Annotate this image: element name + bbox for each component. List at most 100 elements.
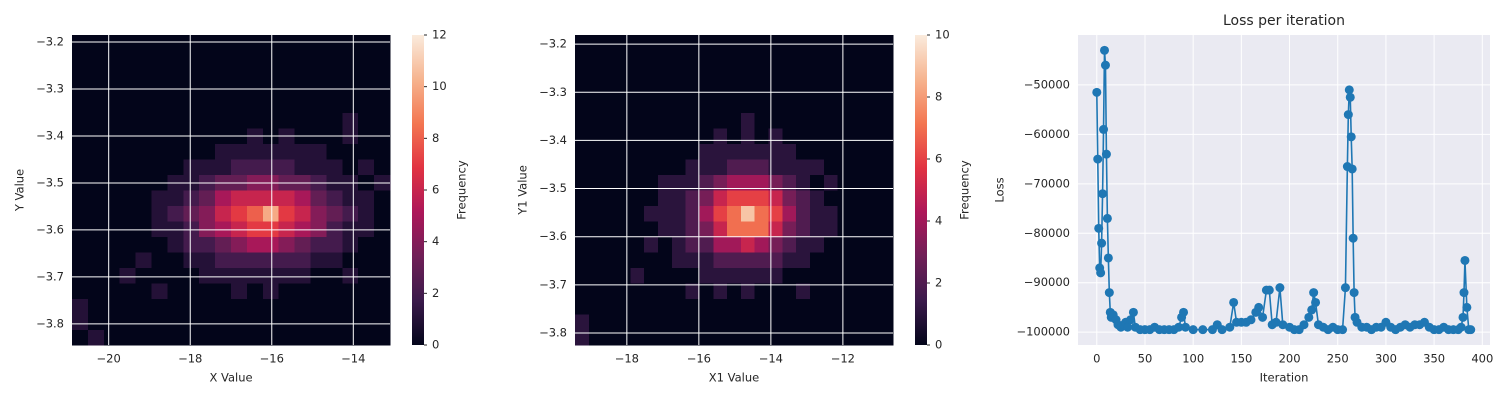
colorbar-tick-label: 12 <box>432 28 447 42</box>
heatmap-cell <box>358 221 375 237</box>
marker <box>1258 312 1268 322</box>
heatmap-cell <box>278 35 295 51</box>
heatmap-cell <box>602 97 617 113</box>
heatmap-cell <box>657 128 673 144</box>
heatmap-cell <box>151 252 168 268</box>
heatmap-cell <box>342 221 359 237</box>
heatmap-cell <box>671 267 687 284</box>
heatmap-cell <box>616 283 631 299</box>
heatmap-cell <box>727 66 742 82</box>
heatmap-cell <box>374 314 391 330</box>
heatmap-cell <box>740 174 756 191</box>
heatmap-cell <box>727 221 742 237</box>
heatmap-cell <box>602 50 617 67</box>
heatmap-cell <box>602 283 617 299</box>
heatmap-cell <box>310 314 327 330</box>
heatmap-cell <box>865 221 880 237</box>
heatmap-cell <box>310 205 327 222</box>
heatmap-cell <box>183 159 200 175</box>
heatmap-cell <box>262 283 280 299</box>
heatmap-cell <box>644 128 659 144</box>
heatmap-cell <box>183 236 200 253</box>
colorbar-tick-label: 8 <box>432 131 439 145</box>
heatmap-cell <box>278 236 295 253</box>
marker <box>1123 322 1133 332</box>
heatmap-cell <box>630 159 645 175</box>
heatmap-cell <box>810 267 825 284</box>
heatmap-cell <box>246 252 264 268</box>
heatmap-cell <box>685 128 700 144</box>
heatmap-cell <box>768 66 783 82</box>
heatmap-cell <box>713 329 728 346</box>
heatmap-cell <box>754 205 769 222</box>
heatmap-cell <box>199 205 216 222</box>
heatmap-cell <box>72 236 89 253</box>
heatmap-cell <box>810 221 825 237</box>
heatmap-cell <box>183 190 200 206</box>
heatmap-cell <box>865 81 880 98</box>
marker <box>1309 288 1319 298</box>
heatmap-cell <box>183 267 200 284</box>
heatmap-cell <box>183 329 200 346</box>
heatmap-cell <box>588 143 604 160</box>
heatmap-cell <box>671 159 687 175</box>
heatmap-cell <box>823 112 839 129</box>
heatmap-cell <box>167 236 184 253</box>
colorbar-label: Frequency <box>958 160 972 220</box>
heatmap-cell <box>135 190 152 206</box>
heatmap-cell <box>262 97 280 113</box>
heatmap-cell <box>865 159 880 175</box>
heatmap-cell <box>135 314 152 330</box>
heatmap-cell <box>602 205 617 222</box>
heatmap-cell <box>167 252 184 268</box>
heatmap-cell <box>851 298 866 315</box>
heatmap-cell <box>215 112 232 129</box>
heatmap-cell <box>851 143 866 160</box>
heatmap-cell <box>72 159 89 175</box>
heatmap-cell <box>754 159 769 175</box>
heatmap-cell <box>246 205 264 222</box>
colorbar <box>412 35 424 345</box>
heatmap-cell <box>837 221 852 237</box>
heatmap-cell <box>326 190 343 206</box>
heatmap-cell <box>657 298 673 315</box>
heatmap-cell <box>294 159 311 175</box>
heatmap-cell <box>231 221 248 237</box>
heatmap-cell <box>183 66 200 82</box>
heatmap-cell <box>851 190 866 206</box>
colorbar-tick-label: 8 <box>935 90 942 104</box>
heatmap-cell <box>167 35 184 51</box>
marker <box>1278 320 1288 330</box>
heatmap-cell <box>727 159 742 175</box>
heatmap-cell <box>699 283 714 299</box>
heatmap-cell <box>740 112 756 129</box>
heatmap-cell <box>713 35 728 51</box>
heatmap-cell <box>588 174 604 191</box>
heatmap-cell <box>810 314 825 330</box>
heatmap-cell <box>796 267 811 284</box>
heatmap-cell <box>782 267 797 284</box>
heatmap-cell <box>740 50 756 67</box>
heatmap-cell <box>262 252 280 268</box>
heatmap-cell <box>342 66 359 82</box>
heatmap-cell <box>278 329 295 346</box>
heatmap-cell <box>740 298 756 315</box>
heatmap-cell <box>374 267 391 284</box>
heatmap-cell <box>72 267 89 284</box>
heatmap-cell <box>851 205 866 222</box>
y-tick-label: −100000 <box>1016 325 1070 339</box>
heatmap-cell <box>782 221 797 237</box>
heatmap-cell <box>246 50 264 67</box>
heatmap-cell <box>294 221 311 237</box>
heatmap-cell <box>740 236 756 253</box>
heatmap-cell <box>879 35 894 51</box>
heatmap-cell <box>167 97 184 113</box>
heatmap-cell <box>837 329 852 346</box>
heatmap-cell <box>103 221 121 237</box>
heatmap-cell <box>796 174 811 191</box>
heatmap-cell <box>727 205 742 222</box>
heatmap-cell <box>782 236 797 253</box>
heatmap-cell <box>879 159 894 175</box>
x-axis-label: Iteration <box>1260 371 1309 385</box>
heatmap-cell <box>310 97 327 113</box>
